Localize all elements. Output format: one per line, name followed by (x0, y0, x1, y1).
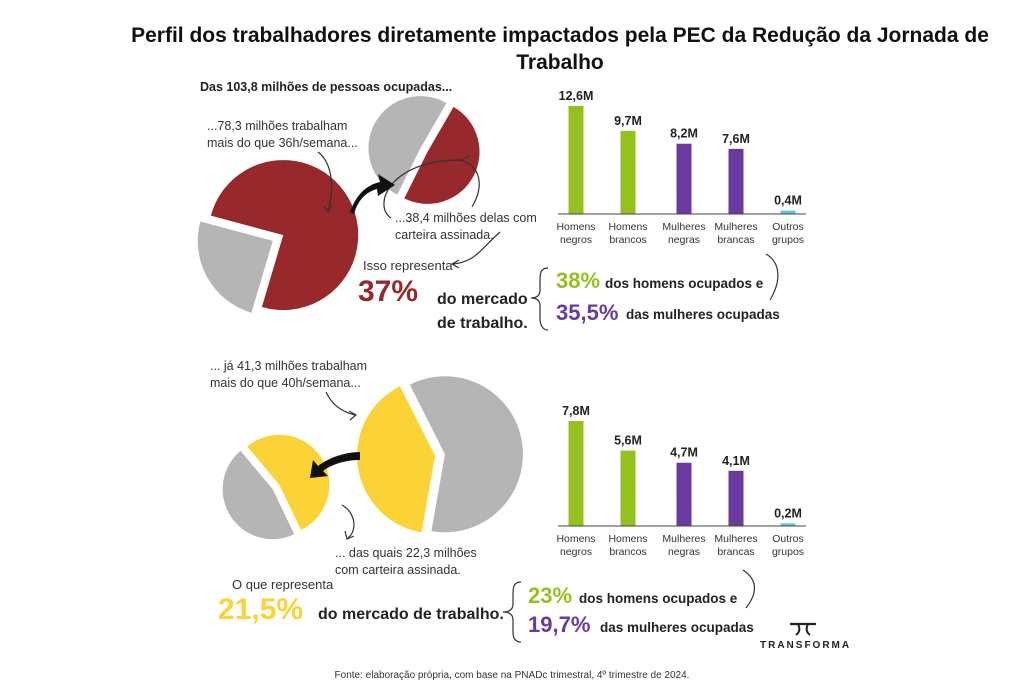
bottom-chart-bar-value-1: 7,8M (562, 404, 590, 418)
top-formal-pointer-tick (461, 154, 471, 161)
top-large-pie-slice-1 (210, 160, 359, 311)
top-bar-chart: 12,6MHomensnegros9,7MHomensbrancos8,2MMu… (556, 89, 806, 246)
page-title: Perfil dos trabalhadores diretamente imp… (131, 24, 989, 74)
top-chart-category-label-3: Mulheres (662, 221, 705, 233)
top-women-percent: 35,5% (556, 300, 619, 325)
bottom-formal-pointer-arrow (341, 504, 355, 539)
top-chart-category-label-4: Mulheres (714, 221, 757, 233)
top-formal-pointer-arrow (383, 159, 480, 219)
bottom-large-pie-slice-2 (409, 376, 523, 533)
bottom-formal-pointer-arrowhead (344, 530, 355, 540)
top-chart-bar-value-4: 7,6M (722, 132, 750, 146)
top-represent-pointer-arrowhead (450, 259, 460, 269)
bottom-men-text: dos homens ocupados e (579, 591, 738, 606)
bottom-chart-category-label-3: negras (668, 546, 700, 558)
bottom-bar-chart: 7,8MHomensnegros5,6MHomensbrancos4,7MMul… (556, 404, 806, 558)
source-note: Fonte: elaboração própria, com base na P… (334, 670, 690, 681)
bottom-chart-category-label-1: negros (560, 546, 592, 558)
bottom-curved-arrow-icon (310, 452, 360, 478)
top-chart-category-label-5: Outros (772, 221, 804, 233)
top-chart-category-label-1: Homens (556, 221, 595, 233)
bottom-chart-bar-3 (676, 462, 692, 526)
bottom-women-percent: 19,7% (528, 612, 591, 637)
bottom-chart-category-label-1: Homens (556, 533, 595, 545)
top-chart-bar-1 (568, 106, 584, 214)
top-small-pie-slice-1 (404, 106, 480, 204)
bottom-represent-text: do mercado de trabalho. (318, 606, 504, 623)
top-chart-bar-value-5: 0,4M (774, 194, 802, 208)
bottom-chart-bar-value-4: 4,1M (722, 454, 750, 468)
bottom-large-pie-slice-1 (357, 386, 436, 533)
top-percent-pointer-arrow (765, 253, 779, 301)
bottom-chart-category-label-2: brancos (609, 546, 646, 558)
bottom-represent-percent: 21,5% (218, 593, 304, 626)
bottom-small-pie-slice-2 (222, 450, 295, 540)
bottom-chart-category-label-5: Outros (772, 533, 804, 545)
bottom-chart-category-label-3: Mulheres (662, 533, 705, 545)
bottom-men-percent: 23% (528, 583, 573, 608)
bottom-brace (502, 581, 522, 643)
top-men-percent: 38% (556, 268, 601, 293)
top-brace (530, 267, 549, 331)
top-chart-category-label-2: brancos (609, 234, 646, 246)
top-chart-category-label-4: brancas (717, 234, 754, 246)
top-hours-note: ...78,3 milhões trabalham mais do que 36… (207, 119, 358, 150)
bottom-chart-category-label-4: Mulheres (714, 533, 757, 545)
top-represent-label: Isso representa (363, 258, 453, 273)
top-represent-pointer-arrow (452, 231, 501, 265)
bottom-hours-pointer-arrowhead (348, 410, 358, 421)
bottom-chart-bar-4 (728, 470, 744, 526)
top-hours-pointer-arrowhead (323, 204, 333, 214)
top-represent-text: do mercado de trabalho. (437, 291, 528, 332)
bottom-chart-category-label-5: grupos (772, 546, 804, 558)
bottom-women-text: das mulheres ocupadas (600, 620, 754, 635)
top-chart-category-label-1: negros (560, 234, 592, 246)
bottom-chart-category-label-2: Homens (608, 533, 647, 545)
bottom-chart-bar-5 (780, 523, 796, 526)
top-formal-note: ...38,4 milhões delas com carteira assin… (395, 211, 537, 242)
transforma-logo-icon (790, 622, 816, 636)
top-women-text: das mulheres ocupadas (626, 307, 780, 322)
top-chart-bar-value-2: 9,7M (614, 114, 642, 128)
top-chart-bar-value-1: 12,6M (559, 89, 594, 103)
top-chart-bar-5 (780, 210, 796, 214)
bottom-hours-note: ... já 41,3 milhões trabalham mais do qu… (210, 359, 368, 390)
bottom-formal-note: ... das quais 22,3 milhões com carteira … (335, 546, 477, 577)
bottom-chart-bar-value-2: 5,6M (614, 434, 642, 448)
top-curved-arrow-icon (350, 174, 395, 214)
top-chart-bar-2 (620, 130, 636, 214)
top-chart-category-label-2: Homens (608, 221, 647, 233)
top-chart-category-label-5: grupos (772, 234, 804, 246)
top-represent-percent: 37% (358, 275, 419, 308)
bottom-chart-bar-1 (568, 421, 584, 526)
bottom-chart-category-label-4: brancas (717, 546, 754, 558)
transforma-logo-text: TRANSFORMA (760, 640, 852, 651)
top-hours-pointer-arrow (317, 151, 333, 211)
bottom-hours-pointer-arrow (325, 391, 356, 416)
top-chart-category-label-3: negras (668, 234, 700, 246)
bottom-chart-bar-value-5: 0,2M (774, 506, 802, 520)
bottom-percent-pointer-arrow (742, 569, 755, 609)
top-large-pie-slice-2 (197, 221, 273, 313)
top-chart-bar-3 (676, 143, 692, 214)
bottom-chart-bar-value-3: 4,7M (670, 446, 698, 460)
top-men-text: dos homens ocupados e (605, 276, 764, 291)
bottom-small-pie-slice-1 (247, 434, 330, 530)
bottom-chart-bar-2 (620, 450, 636, 526)
bottom-represent-label: O que representa (232, 577, 334, 592)
top-chart-bar-4 (728, 148, 744, 214)
top-intro-text: Das 103,8 milhões de pessoas ocupadas... (200, 80, 453, 94)
top-small-pie-slice-2 (368, 96, 447, 195)
top-chart-bar-value-3: 8,2M (670, 127, 698, 141)
